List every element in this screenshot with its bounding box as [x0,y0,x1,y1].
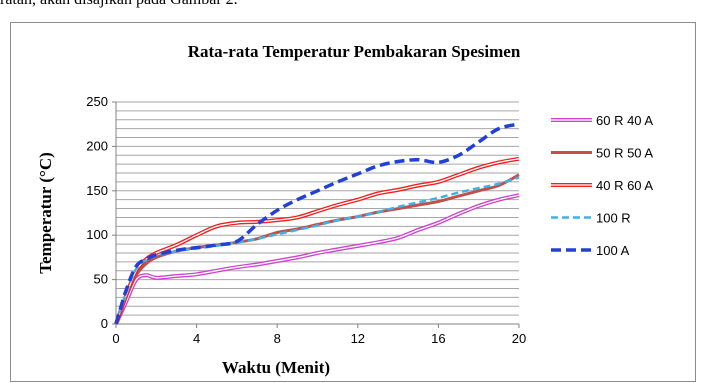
page-text-fragment: ratan, akan disajikan pada Gambar 2. [0,0,238,9]
grid-layer [116,101,519,316]
y-tick-label: 150 [86,183,108,198]
series-line-100-a [114,122,520,325]
y-tick-label: 0 [101,316,108,331]
y-tick-label: 250 [86,94,108,109]
x-tick-label: 0 [112,331,119,346]
series-line-60-r-40-a-inner [115,194,520,325]
x-tick-label: 8 [274,331,281,346]
legend-label-60-r-40-a: 60 R 40 A [596,113,653,128]
legend-label-100-r: 100 R [596,211,631,226]
x-tick-label: 4 [193,331,200,346]
legend: 60 R 40 A 50 R 50 A 40 R 60 A 100 R 100 A [551,113,653,258]
chart-frame: Rata-rata Temperatur Pembakaran Spesimen… [10,22,696,382]
y-tick-label: 200 [86,138,108,153]
y-tick-label: 50 [94,272,108,287]
x-tick-label: 20 [512,331,526,346]
axes-layer [115,102,519,325]
series-line-40-r-60-a-inner [115,158,520,325]
legend-label-40-r-60-a: 40 R 60 A [596,178,653,193]
legend-label-100-a: 100 A [596,243,630,258]
legend-label-50-r-50-a: 50 R 50 A [596,146,653,161]
line-chart: Rata-rata Temperatur Pembakaran Spesimen… [36,42,653,377]
x-axis-title: Waktu (Menit) [222,358,330,377]
series-line-50-r-50-a [114,173,520,325]
chart-title: Rata-rata Temperatur Pembakaran Spesimen [188,42,521,61]
y-tick-label: 100 [86,227,108,242]
y-axis-title: Temperatur (°C) [36,152,55,274]
series-line-40-r-60-a [114,156,520,325]
ticks-layer: 0 50 100 150 200 250 0 4 8 12 16 20 [86,94,526,346]
x-tick-label: 16 [431,331,445,346]
x-tick-label: 12 [351,331,365,346]
series-layer [114,122,520,325]
